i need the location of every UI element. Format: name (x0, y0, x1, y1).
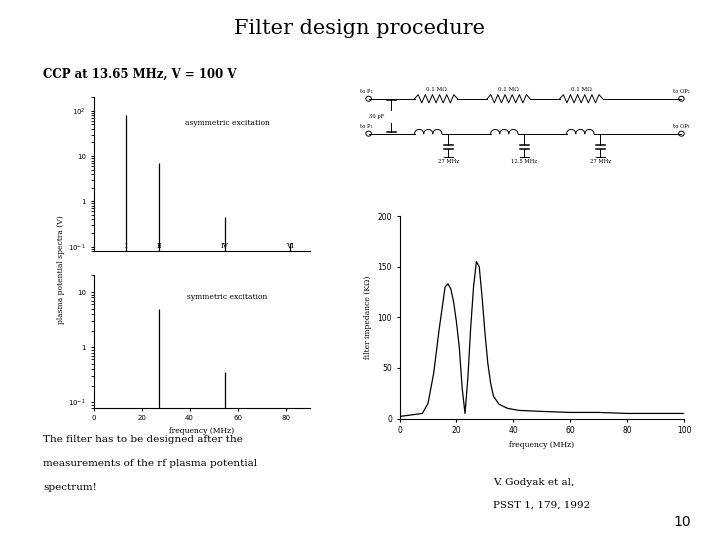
Text: II: II (156, 242, 162, 249)
Text: 27 MHz: 27 MHz (438, 159, 459, 164)
Text: 12.5 MHz: 12.5 MHz (511, 159, 537, 164)
Text: to P₂: to P₂ (360, 89, 373, 94)
Text: to OP₁: to OP₁ (673, 124, 690, 129)
Text: to OP₂: to OP₂ (673, 89, 690, 94)
X-axis label: frequency (MHz): frequency (MHz) (509, 441, 575, 449)
Text: Filter design procedure: Filter design procedure (235, 19, 485, 38)
Text: 10: 10 (674, 515, 691, 529)
Text: to P₁: to P₁ (360, 124, 373, 129)
X-axis label: frequency (MHz): frequency (MHz) (169, 427, 234, 435)
Text: The filter has to be designed after the: The filter has to be designed after the (43, 435, 243, 444)
Text: 30 pF: 30 pF (369, 114, 384, 119)
Text: V. Godyak et al,: V. Godyak et al, (493, 478, 575, 487)
Text: IV: IV (221, 242, 228, 249)
Text: symmetric excitation: symmetric excitation (187, 293, 268, 301)
Text: I: I (125, 242, 127, 249)
Text: VI: VI (287, 242, 294, 249)
Text: 0.1 MΩ: 0.1 MΩ (571, 87, 592, 92)
Text: measurements of the rf plasma potential: measurements of the rf plasma potential (43, 459, 257, 468)
Text: 27 MHz: 27 MHz (590, 159, 611, 164)
Text: CCP at 13.65 MHz, V = 100 V: CCP at 13.65 MHz, V = 100 V (43, 68, 237, 80)
Text: 0.1 MΩ: 0.1 MΩ (426, 87, 446, 92)
Y-axis label: filter impedance (KΩ): filter impedance (KΩ) (364, 275, 372, 359)
Text: spectrum!: spectrum! (43, 483, 97, 492)
Text: asymmetric excitation: asymmetric excitation (185, 119, 270, 127)
Text: 0.1 MΩ: 0.1 MΩ (498, 87, 519, 92)
Text: plasma potential spectra (V): plasma potential spectra (V) (57, 215, 66, 325)
Text: PSST 1, 179, 1992: PSST 1, 179, 1992 (493, 501, 590, 510)
